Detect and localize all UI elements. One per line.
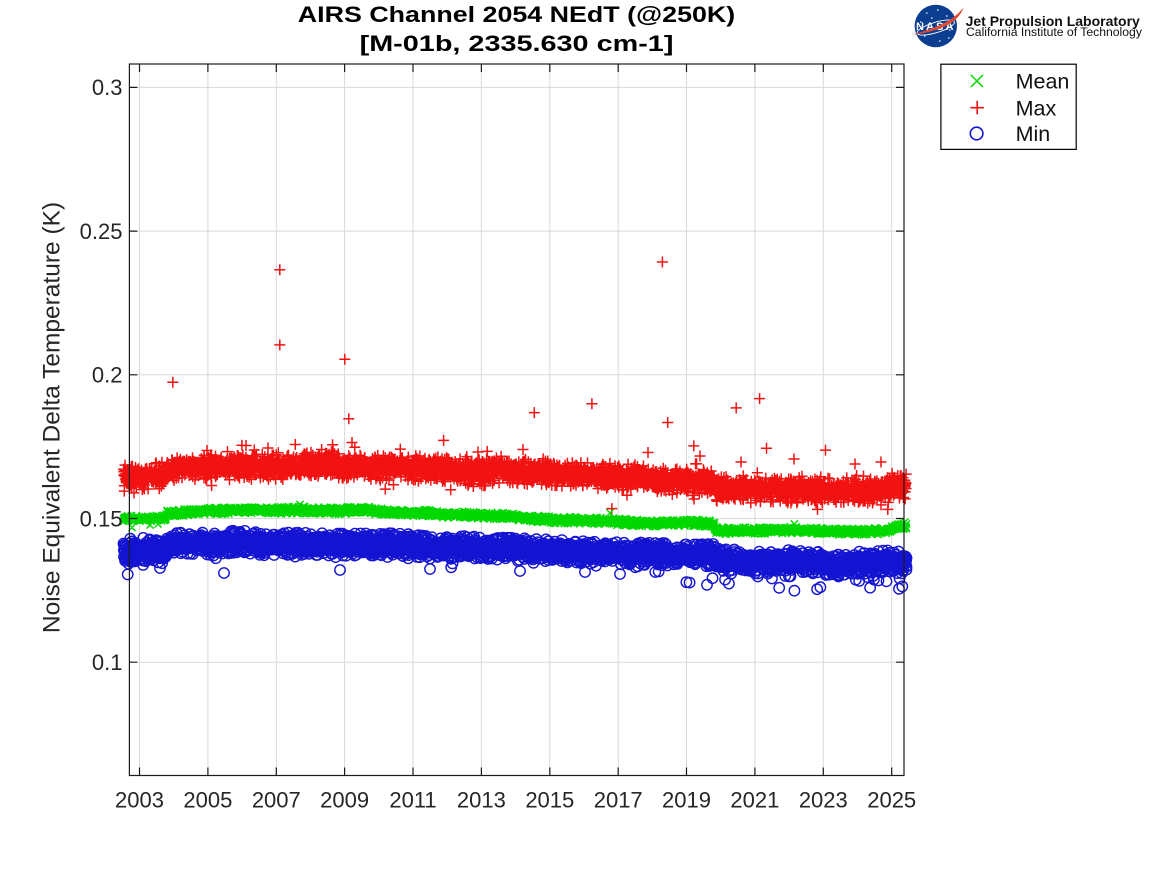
svg-text:Jet Propulsion Laboratory: Jet Propulsion Laboratory bbox=[966, 13, 1140, 29]
svg-text:0.25: 0.25 bbox=[80, 219, 123, 244]
svg-text:2023: 2023 bbox=[799, 788, 848, 813]
svg-text:0.3: 0.3 bbox=[92, 75, 123, 100]
svg-text:2009: 2009 bbox=[320, 788, 369, 813]
svg-text:2013: 2013 bbox=[457, 788, 506, 813]
svg-text:2007: 2007 bbox=[252, 788, 301, 813]
svg-text:California Institute of Techno: California Institute of Technology bbox=[966, 25, 1143, 39]
svg-text:2017: 2017 bbox=[594, 788, 643, 813]
svg-text:2021: 2021 bbox=[730, 788, 779, 813]
svg-text:Noise Equivalent Delta Tempera: Noise Equivalent Delta Temperature (K) bbox=[39, 202, 66, 633]
svg-text:2011: 2011 bbox=[389, 788, 436, 813]
svg-text:AIRS Channel 2054 NEdT (@250K): AIRS Channel 2054 NEdT (@250K) bbox=[298, 3, 735, 27]
svg-text:Min: Min bbox=[1016, 122, 1051, 146]
svg-text:2005: 2005 bbox=[183, 788, 232, 813]
svg-text:Max: Max bbox=[1016, 96, 1057, 120]
svg-text:[M-01b, 2335.630 cm-1]: [M-01b, 2335.630 cm-1] bbox=[360, 32, 674, 56]
svg-text:2003: 2003 bbox=[115, 788, 164, 813]
svg-text:2015: 2015 bbox=[525, 788, 574, 813]
svg-text:2025: 2025 bbox=[867, 788, 916, 813]
svg-text:2019: 2019 bbox=[662, 788, 711, 813]
svg-text:Mean: Mean bbox=[1016, 70, 1070, 94]
svg-text:0.15: 0.15 bbox=[80, 506, 123, 531]
svg-text:0.1: 0.1 bbox=[92, 650, 123, 675]
svg-text:0.2: 0.2 bbox=[92, 363, 123, 388]
